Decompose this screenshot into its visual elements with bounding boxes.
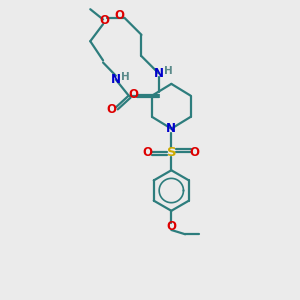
Text: O: O — [115, 9, 125, 22]
Text: H: H — [121, 73, 130, 82]
Text: O: O — [143, 146, 153, 159]
Text: N: N — [166, 122, 176, 135]
Text: S: S — [167, 146, 176, 159]
Text: H: H — [164, 66, 172, 76]
Text: O: O — [128, 88, 138, 101]
Text: O: O — [166, 220, 176, 233]
Text: N: N — [111, 73, 121, 86]
Text: O: O — [190, 146, 200, 159]
Text: O: O — [106, 103, 116, 116]
Text: O: O — [99, 14, 109, 28]
Text: N: N — [154, 67, 164, 80]
